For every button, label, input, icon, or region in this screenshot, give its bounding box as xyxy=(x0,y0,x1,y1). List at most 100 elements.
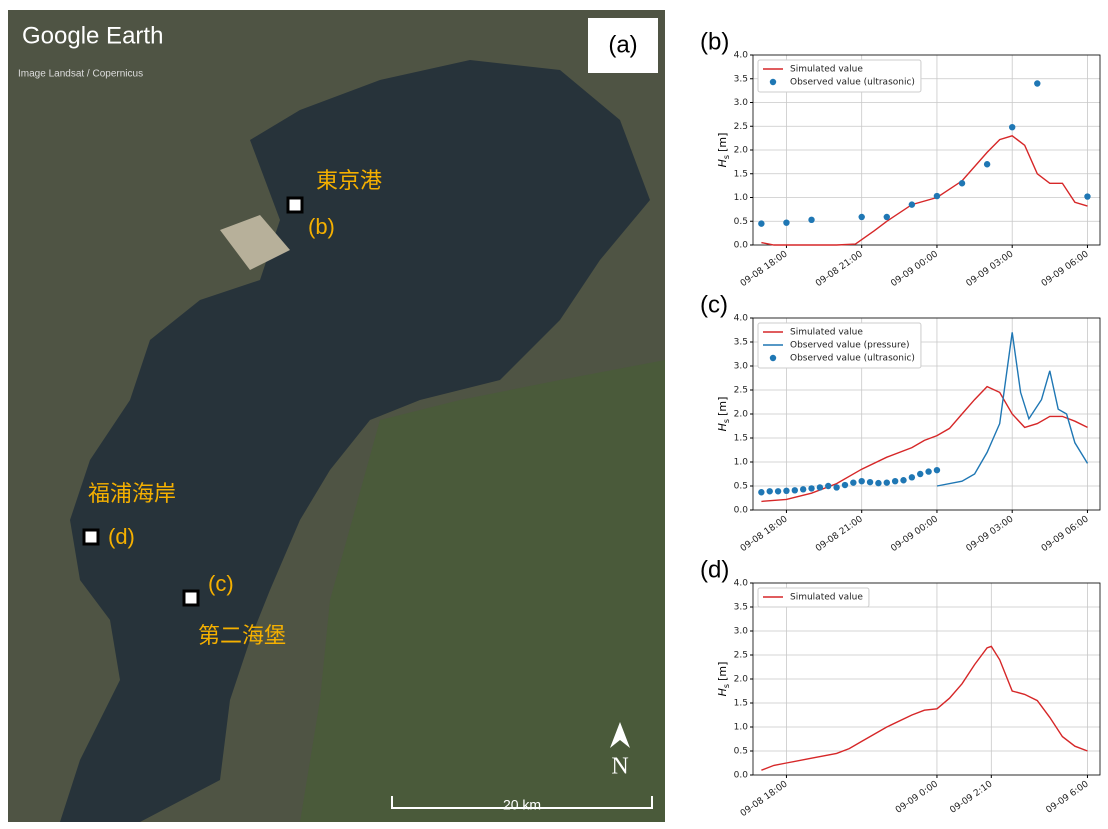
y-tick-label: 3.0 xyxy=(734,362,749,372)
data-point xyxy=(825,483,831,489)
y-axis-label: Hs[m] xyxy=(716,133,731,168)
y-tick-label: 2.5 xyxy=(734,651,748,661)
data-point xyxy=(925,468,931,474)
data-point xyxy=(959,180,965,186)
y-tick-label: 2.5 xyxy=(734,122,748,132)
x-tick-label: 09-09 2:10 xyxy=(948,779,994,816)
site-label: (b) xyxy=(308,214,335,239)
credit: Image Landsat / Copernicus xyxy=(18,69,143,80)
x-tick-label: 09-08 18:00 xyxy=(739,514,790,554)
data-point xyxy=(909,201,915,207)
data-point xyxy=(758,220,764,226)
data-point xyxy=(917,471,923,477)
y-tick-label: 1.5 xyxy=(734,699,748,709)
legend-label: Simulated value xyxy=(790,328,863,338)
y-axis-label-part: s xyxy=(722,419,731,423)
x-tick-label: 09-09 6:00 xyxy=(1045,779,1091,816)
y-axis-label: Hs [m] xyxy=(716,397,731,432)
site-label: (d) xyxy=(108,524,135,549)
data-point xyxy=(783,488,789,494)
y-tick-label: 1.0 xyxy=(734,458,749,468)
y-tick-label: 1.0 xyxy=(734,723,749,733)
x-tick-label: 09-09 03:00 xyxy=(965,514,1016,554)
data-point xyxy=(892,478,898,484)
data-point xyxy=(767,488,773,494)
site-name: 第二海堡 xyxy=(198,623,286,648)
y-tick-label: 0.5 xyxy=(734,747,748,757)
x-tick-label: 09-08 21:00 xyxy=(814,514,865,554)
y-tick-label: 2.0 xyxy=(734,410,749,420)
x-tick-label: 09-08 18:00 xyxy=(739,249,790,289)
data-point xyxy=(875,480,881,486)
data-point xyxy=(867,479,873,485)
figure: Google Earth Image Landsat / Copernicus … xyxy=(0,0,1108,825)
x-tick-label: 09-08 21:00 xyxy=(814,249,865,289)
data-point xyxy=(800,486,806,492)
x-tick-label: 09-09 03:00 xyxy=(965,249,1016,289)
legend-label: Observed value (pressure) xyxy=(790,341,910,351)
data-point xyxy=(833,484,839,490)
y-tick-label: 4.0 xyxy=(734,51,749,61)
y-tick-label: 1.5 xyxy=(734,434,748,444)
data-point xyxy=(909,474,915,480)
y-axis-label-part: [m] xyxy=(716,662,729,681)
data-point xyxy=(817,484,823,490)
y-axis-label-part: H xyxy=(716,423,729,431)
data-point xyxy=(792,487,798,493)
legend-label: Simulated value xyxy=(790,65,863,75)
y-tick-label: 2.5 xyxy=(734,386,748,396)
brand: Google Earth xyxy=(22,22,163,49)
y-tick-label: 0.5 xyxy=(734,217,748,227)
data-point xyxy=(900,477,906,483)
data-point xyxy=(758,489,764,495)
data-point xyxy=(783,219,789,225)
x-tick-label: 09-09 0:00 xyxy=(894,779,940,816)
x-tick-label: 09-09 00:00 xyxy=(889,514,940,554)
y-axis-label-part: H xyxy=(716,688,729,696)
legend-label: Observed value (ultrasonic) xyxy=(790,78,915,88)
y-tick-label: 0.0 xyxy=(734,771,749,781)
panel-label: (a) xyxy=(608,31,637,58)
site-marker xyxy=(84,530,98,544)
panel-label: (d) xyxy=(700,556,729,583)
site-label: (c) xyxy=(208,571,234,596)
map: Google Earth Image Landsat / Copernicus … xyxy=(8,10,665,822)
y-tick-label: 3.5 xyxy=(734,74,748,84)
y-tick-label: 1.0 xyxy=(734,193,749,203)
data-point xyxy=(1009,124,1015,130)
scale-label: 20 km xyxy=(503,797,541,813)
y-tick-label: 0.5 xyxy=(734,482,748,492)
y-tick-label: 3.5 xyxy=(734,338,748,348)
x-tick-label: 09-09 06:00 xyxy=(1040,249,1091,289)
y-tick-label: 2.0 xyxy=(734,675,749,685)
legend-swatch xyxy=(770,79,776,85)
data-point xyxy=(884,479,890,485)
x-tick-label: 09-09 00:00 xyxy=(889,249,940,289)
data-point xyxy=(858,214,864,220)
y-tick-label: 3.5 xyxy=(734,603,748,613)
y-axis-label-part: [m] xyxy=(716,397,729,416)
data-point xyxy=(808,485,814,491)
panel-label: (b) xyxy=(700,28,729,55)
legend-label: Simulated value xyxy=(790,593,863,603)
data-point xyxy=(934,193,940,199)
y-axis-label-part: s xyxy=(722,684,731,688)
y-axis-label-part: s xyxy=(722,155,731,159)
data-point xyxy=(858,478,864,484)
data-point xyxy=(884,214,890,220)
north-label: N xyxy=(611,754,628,780)
data-point xyxy=(1084,193,1090,199)
data-point xyxy=(850,479,856,485)
y-tick-label: 0.0 xyxy=(734,506,749,516)
panel-label: (c) xyxy=(700,291,728,318)
legend-label: Observed value (ultrasonic) xyxy=(790,354,915,364)
x-tick-label: 09-09 06:00 xyxy=(1040,514,1091,554)
data-point xyxy=(775,488,781,494)
data-point xyxy=(934,467,940,473)
y-tick-label: 2.0 xyxy=(734,146,749,156)
y-axis-label-part: [m] xyxy=(716,133,729,152)
site-marker xyxy=(184,591,198,605)
data-point xyxy=(1034,80,1040,86)
